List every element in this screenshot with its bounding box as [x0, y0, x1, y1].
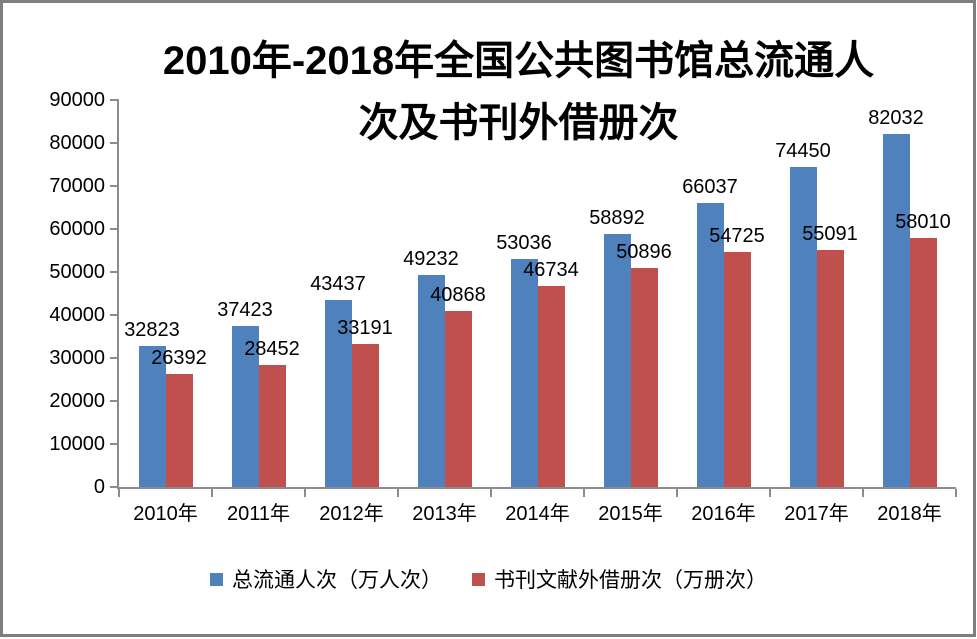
- x-tick-mark: [676, 489, 678, 497]
- x-tick-label: 2018年: [877, 503, 942, 525]
- bar-series1-2017年: [789, 166, 817, 487]
- y-tick-mark: [110, 400, 119, 402]
- bar-series1-2018年: [882, 134, 910, 487]
- bar-series1-2012年: [324, 300, 352, 487]
- x-tick-mark: [118, 489, 120, 497]
- bar-series1-2011年: [231, 326, 259, 487]
- x-tick-label: 2015年: [598, 503, 663, 525]
- bar-series2-2010年: [165, 373, 193, 487]
- y-tick-label: 10000: [49, 433, 105, 455]
- bar-value-label: 55091: [802, 223, 858, 246]
- plot-area: [117, 100, 956, 489]
- bar-series2-2018年: [909, 237, 937, 487]
- bar-value-label: 40868: [430, 284, 486, 307]
- bar-series2-2015年: [630, 268, 658, 487]
- y-tick-label: 80000: [49, 132, 105, 154]
- legend-item-book-lending: 书刊文献外借册次（万册次）: [472, 564, 767, 594]
- x-tick-mark: [769, 489, 771, 497]
- y-tick-mark: [110, 271, 119, 273]
- bar-series2-2011年: [258, 364, 286, 487]
- legend-swatch-red-icon: [472, 572, 485, 586]
- y-tick-label: 60000: [49, 218, 105, 240]
- bar-value-label: 58892: [589, 206, 645, 229]
- bar-series2-2012年: [351, 344, 379, 487]
- y-tick-mark: [110, 185, 119, 187]
- y-tick-mark: [110, 357, 119, 359]
- bar-value-label: 49232: [403, 248, 459, 271]
- bar-series1-2010年: [138, 345, 166, 487]
- y-tick-label: 20000: [49, 390, 105, 412]
- x-tick-mark: [211, 489, 213, 497]
- legend: 总流通人次（万人次） 书刊文献外借册次（万册次）: [0, 564, 977, 594]
- bar-value-label: 54725: [709, 224, 765, 247]
- x-tick-label: 2017年: [784, 503, 849, 525]
- chart-title: 2010年-2018年全国公共图书馆总流通人 次及书刊外借册次: [60, 30, 977, 154]
- x-tick-mark: [862, 489, 864, 497]
- y-tick-label: 0: [93, 476, 105, 498]
- y-tick-label: 90000: [49, 89, 105, 111]
- legend-label-book-lending: 书刊文献外借册次（万册次）: [494, 568, 767, 592]
- x-tick-label: 2013年: [412, 503, 477, 525]
- bar-series2-2017年: [816, 250, 844, 487]
- y-tick-mark: [110, 99, 119, 101]
- bar-value-label: 33191: [337, 317, 393, 340]
- x-tick-label: 2011年: [226, 503, 290, 525]
- bar-series1-2014年: [510, 258, 538, 487]
- y-tick-mark: [110, 486, 119, 488]
- bar-value-label: 58010: [895, 210, 951, 233]
- x-tick-label: 2016年: [691, 503, 756, 525]
- x-tick-mark: [490, 489, 492, 497]
- x-tick-mark: [304, 489, 306, 497]
- y-tick-mark: [110, 314, 119, 316]
- y-tick-label: 30000: [49, 347, 105, 369]
- bar-series2-2013年: [444, 311, 472, 487]
- bar-series2-2016年: [723, 251, 751, 487]
- x-tick-mark: [955, 489, 957, 497]
- bar-value-label: 66037: [682, 176, 738, 199]
- y-tick-label: 70000: [49, 175, 105, 197]
- bar-series1-2015年: [603, 233, 631, 487]
- y-tick-label: 50000: [49, 261, 105, 283]
- bar-value-label: 28452: [244, 337, 300, 360]
- x-tick-label: 2010年: [133, 503, 198, 525]
- bar-series1-2016年: [696, 203, 724, 487]
- y-tick-mark: [110, 142, 119, 144]
- bar-value-label: 53036: [496, 231, 552, 254]
- bar-series2-2014年: [537, 286, 565, 487]
- y-tick-mark: [110, 228, 119, 230]
- y-tick-mark: [110, 443, 119, 445]
- chart-title-line2: 次及书刊外借册次: [358, 101, 679, 145]
- bar-series1-2013年: [417, 275, 445, 487]
- x-tick-mark: [583, 489, 585, 497]
- x-tick-label: 2012年: [319, 503, 384, 525]
- bar-value-label: 82032: [868, 107, 924, 130]
- chart-title-line1: 2010年-2018年全国公共图书馆总流通人: [162, 39, 875, 83]
- x-tick-label: 2014年: [505, 503, 570, 525]
- bar-value-label: 43437: [310, 273, 366, 296]
- bar-value-label: 46734: [523, 259, 579, 282]
- bar-value-label: 37423: [217, 299, 273, 322]
- legend-item-total-circulation: 总流通人次（万人次）: [210, 564, 442, 594]
- bar-value-label: 26392: [151, 346, 207, 369]
- y-tick-label: 40000: [49, 304, 105, 326]
- bar-value-label: 74450: [775, 139, 831, 162]
- bar-value-label: 50896: [616, 241, 672, 264]
- legend-swatch-blue-icon: [210, 572, 223, 586]
- legend-label-total-circulation: 总流通人次（万人次）: [232, 568, 442, 592]
- bar-value-label: 32823: [124, 318, 180, 341]
- x-tick-mark: [397, 489, 399, 497]
